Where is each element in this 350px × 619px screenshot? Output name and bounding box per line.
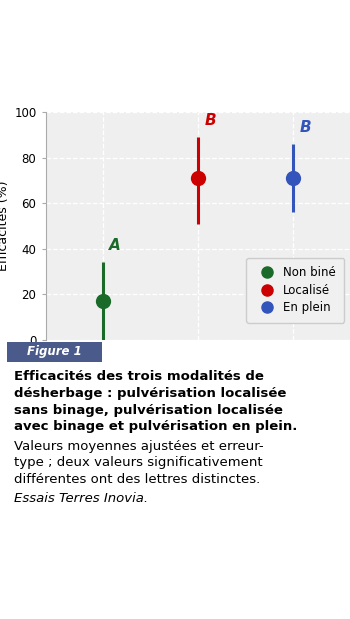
Text: Valeurs moyennes ajustées et erreur-: Valeurs moyennes ajustées et erreur- [14,439,264,452]
Text: B: B [204,113,216,128]
Legend: Non biné, Localisé, En plein: Non biné, Localisé, En plein [246,258,344,322]
Text: différentes ont des lettres distinctes.: différentes ont des lettres distinctes. [14,473,260,486]
Text: PULVÉRISATION LOCALISÉE SUR
LE RANG : un binage au moins de
l’inter-rang est néc: PULVÉRISATION LOCALISÉE SUR LE RANG : un… [14,4,323,77]
Text: type ; deux valeurs significativement: type ; deux valeurs significativement [14,456,262,469]
Text: Efficacités des trois modalités de: Efficacités des trois modalités de [14,370,264,383]
Text: B: B [300,120,311,135]
Text: Essais Terres Inovia.: Essais Terres Inovia. [14,492,148,505]
Text: Figure 1: Figure 1 [27,345,82,358]
Text: A: A [109,238,121,253]
Text: désherbage : pulvérisation localisée: désherbage : pulvérisation localisée [14,387,286,400]
Text: sans binage, pulvérisation localisée: sans binage, pulvérisation localisée [14,404,283,417]
FancyBboxPatch shape [7,342,101,362]
Text: avec binage et pulvérisation en plein.: avec binage et pulvérisation en plein. [14,420,298,433]
Y-axis label: Efficacités (%): Efficacités (%) [0,181,10,271]
